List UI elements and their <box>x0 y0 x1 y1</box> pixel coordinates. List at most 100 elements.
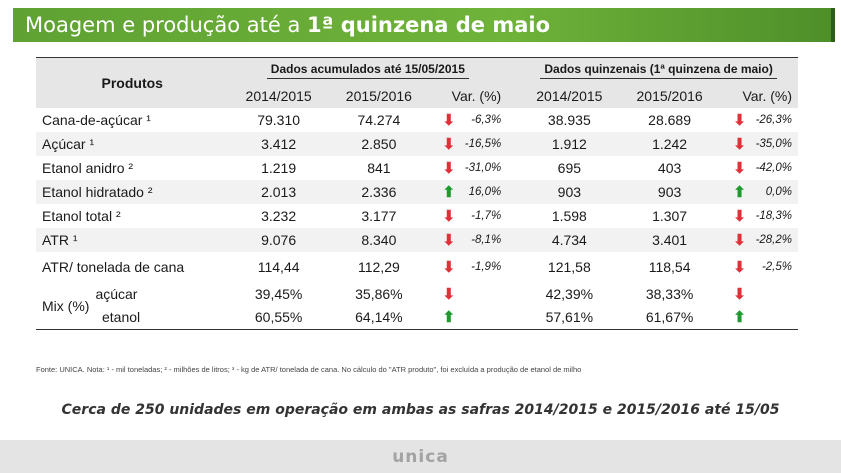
acc-2014-value: 39,45% <box>254 285 303 302</box>
bw-trend: ⬇ <box>719 227 746 252</box>
acc-2015-value: 841 <box>367 159 391 176</box>
row-name: Etanol hidratado ² <box>36 179 229 204</box>
bw-trend: ⬆ <box>719 179 746 204</box>
gap <box>507 179 520 204</box>
bw-var-value: -2,5% <box>761 260 792 273</box>
biweekly-group-label: Dados quinzenais (1ª quinzena de maio) <box>540 62 777 80</box>
bw-2015-value: 118,54 <box>648 258 691 275</box>
bw-2015-value: 903 <box>619 179 720 204</box>
bw-2014-value: 121,58 <box>547 258 591 275</box>
acc-2014-value: 3.412 <box>228 131 329 156</box>
row-name: Açúcar ¹ <box>36 131 229 156</box>
mix-sub-label: etanol <box>102 309 141 326</box>
table-row: Etanol hidratado ² 2.013 2.336 ⬆ 16,0% 903 903… <box>36 179 798 204</box>
bw-2015-value: 1.242 <box>619 131 720 156</box>
acc-2015-value: 2.850 <box>328 131 429 156</box>
arrow-down-icon: ⬇ <box>442 135 456 153</box>
gap <box>507 156 519 180</box>
arrow-down-icon: ⬇ <box>733 159 746 177</box>
acc-2015-value: 112,29 <box>357 258 400 275</box>
acc-trend: ⬇ <box>429 282 455 306</box>
table-row: Cana-de-açúcar ¹ 79.310 74.274 ⬇ -6,3% 38.935… <box>36 108 798 132</box>
row-name: Cana-de-açúcar ¹ <box>42 111 151 128</box>
arrow-down-icon: ⬇ <box>733 111 746 129</box>
arrow-down-icon: ⬇ <box>733 231 746 249</box>
unica-logo: unica <box>392 447 449 467</box>
acc-var-value: 16,0% <box>455 179 508 204</box>
acc-2015-value: 74.274 <box>357 111 401 128</box>
gap <box>507 204 519 228</box>
bw-trend: ⬇ <box>720 204 746 228</box>
bw-2014-value: 38.935 <box>547 111 591 128</box>
acc-2014-value: 60,55% <box>254 309 303 326</box>
acc-2014-value: 1.219 <box>261 159 297 176</box>
arrow-down-icon: ⬇ <box>733 258 746 276</box>
arrow-down-icon: ⬇ <box>442 207 456 225</box>
arrow-up-icon: ⬆ <box>733 309 746 327</box>
acc-var-value: -1,7% <box>471 209 502 222</box>
acc-var-value <box>455 306 507 330</box>
gap <box>507 108 519 132</box>
biweekly-group-header: Dados quinzenais (1ª quinzena de maio) <box>519 57 798 84</box>
acc-var-value: -8,1% <box>455 227 508 252</box>
acc-var-value <box>455 282 507 306</box>
gap <box>507 282 519 306</box>
acc-var-value: -1,9% <box>471 260 502 273</box>
bw-2015-value: 3.401 <box>619 227 720 252</box>
gap <box>507 252 519 282</box>
bw-var-value <box>746 306 798 330</box>
page-title: Moagem e produção até a 1ª quinzena de m… <box>13 8 831 42</box>
acc-2014-value: 79.310 <box>257 111 301 128</box>
bw-trend: ⬇ <box>719 131 746 156</box>
acc-2015-value: 2.336 <box>328 179 429 204</box>
table-row: ATR/ tonelada de cana 114,44 112,29 ⬇ -1,9% 1… <box>36 252 798 282</box>
acc-2014-value: 2.013 <box>228 179 329 204</box>
bw-2015-value: 403 <box>657 159 682 176</box>
bw-2014-value: 903 <box>519 179 620 204</box>
acc-trend: ⬇ <box>429 108 455 132</box>
accumulated-group-header: Dados acumulados até 15/05/2015 <box>228 57 508 84</box>
bw-var-value: -18,3% <box>755 209 792 222</box>
arrow-up-icon: ⬆ <box>442 183 456 201</box>
bw-var-value: -26,3% <box>755 113 792 126</box>
arrow-down-icon: ⬇ <box>442 159 456 177</box>
bw-trend: ⬇ <box>720 108 746 132</box>
bw-2014-value: 1.912 <box>519 131 620 156</box>
gap <box>507 131 520 156</box>
acc-2015-value: 8.340 <box>328 227 429 252</box>
bw-trend: ⬆ <box>720 306 746 330</box>
row-name: Etanol anidro ² <box>42 159 134 176</box>
acc-trend: ⬆ <box>429 306 455 330</box>
gap <box>507 306 519 330</box>
bw-2015-value: 1.307 <box>652 207 688 224</box>
acc-trend: ⬇ <box>429 156 455 180</box>
acc-2014-value: 114,44 <box>257 258 300 275</box>
arrow-down-icon: ⬇ <box>733 135 746 153</box>
col-var-bw: Var. (%) <box>719 83 798 108</box>
col-2014-bw: 2014/2015 <box>519 83 620 108</box>
group-header-row: Produtos Dados acumulados até 15/05/2015… <box>36 57 798 108</box>
arrow-up-icon: ⬆ <box>733 183 746 201</box>
acc-trend: ⬇ <box>429 252 455 282</box>
bw-trend: ⬇ <box>720 156 746 180</box>
bw-var-value: -42,0% <box>755 161 792 174</box>
acc-var-value: -31,0% <box>464 161 502 174</box>
bw-var-value: 0,0% <box>745 179 798 204</box>
acc-trend: ⬇ <box>429 131 456 156</box>
arrow-down-icon: ⬇ <box>442 285 456 303</box>
bw-2014-value: 57,61% <box>545 309 594 326</box>
gap <box>507 227 520 252</box>
bw-var-value: -35,0% <box>745 131 798 156</box>
arrow-down-icon: ⬇ <box>733 207 746 225</box>
col-2014-acc: 2014/2015 <box>228 83 329 108</box>
acc-trend: ⬇ <box>429 204 455 228</box>
acc-2015-value: 64,14% <box>355 309 403 326</box>
accumulated-group-label: Dados acumulados até 15/05/2015 <box>266 62 469 80</box>
bw-var-value: -28,2% <box>745 227 798 252</box>
title-prefix: Moagem e produção até a <box>25 13 307 37</box>
bw-2014-value: 1.598 <box>551 207 587 224</box>
bw-trend: ⬇ <box>720 282 746 306</box>
mix-row-name: etanol <box>36 306 229 330</box>
bw-2015-value: 38,33% <box>645 285 694 302</box>
arrow-up-icon: ⬆ <box>442 309 456 327</box>
